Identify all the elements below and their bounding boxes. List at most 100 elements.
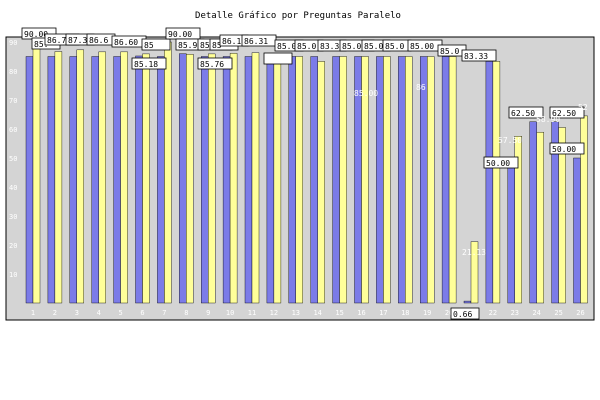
- x-tick-label: 15: [335, 309, 343, 317]
- bar: [266, 56, 275, 304]
- bar: [288, 56, 296, 304]
- x-tick-label: 17: [379, 309, 387, 317]
- value-label: 86: [416, 83, 426, 92]
- x-tick-label: 23: [511, 309, 519, 317]
- bar: [405, 56, 413, 304]
- bar: [273, 56, 282, 304]
- bar: [32, 41, 41, 304]
- data-label: 85.: [34, 40, 48, 49]
- x-tick-label: 18: [401, 309, 409, 317]
- x-tick-label: 20: [445, 309, 453, 317]
- x-tick-label: 25: [554, 309, 562, 317]
- bar: [383, 56, 391, 304]
- bar: [295, 56, 303, 304]
- x-tick-label: 14: [313, 309, 321, 317]
- data-label: 85.0: [297, 42, 316, 51]
- bar: [200, 56, 209, 304]
- bar: [76, 49, 85, 304]
- data-label: 50.00: [486, 159, 510, 168]
- bar: [222, 56, 231, 304]
- data-label: 85.00: [410, 42, 434, 51]
- bar: [529, 121, 537, 304]
- data-label-box: [197, 57, 233, 70]
- data-label: 85.0: [277, 42, 296, 51]
- x-tick-label: 22: [489, 309, 497, 317]
- bar: [507, 157, 515, 304]
- bar: [448, 56, 457, 304]
- data-label: 85.0: [440, 47, 459, 56]
- bar: [558, 127, 566, 304]
- bar: [164, 41, 172, 304]
- bar: [244, 56, 253, 304]
- bar: [25, 56, 34, 304]
- data-label: 62.50: [511, 109, 535, 118]
- y-tick-label: 90: [9, 39, 17, 47]
- data-label-box: [461, 49, 497, 62]
- data-label: 85: [212, 41, 222, 50]
- bar: [536, 131, 544, 304]
- y-tick-label: 70: [9, 97, 17, 105]
- x-tick-label: 13: [292, 309, 300, 317]
- chart-title: Detalle Gráfico por Preguntas Paralelo: [195, 11, 401, 21]
- bar: [142, 53, 150, 304]
- x-tick-label: 1: [31, 309, 35, 317]
- data-label: 85: [144, 41, 154, 50]
- bar-series: [25, 41, 588, 304]
- bar: [361, 56, 369, 304]
- bar: [420, 56, 428, 304]
- data-label: 87.3: [68, 36, 87, 45]
- x-tick-label: 11: [248, 309, 256, 317]
- data-label: 85.18: [134, 60, 158, 69]
- bar: [207, 53, 216, 304]
- y-axis: 10 20 30 40 50 60 70 80 90: [9, 39, 17, 279]
- x-tick-label: 10: [226, 309, 234, 317]
- bar: [135, 55, 143, 304]
- bar: [310, 56, 318, 304]
- x-tick-label: 3: [75, 309, 79, 317]
- bar: [179, 53, 187, 304]
- x-tick-label: 26: [576, 309, 584, 317]
- data-label: 85.9: [178, 41, 197, 50]
- bar: [54, 51, 63, 304]
- data-label-box: [549, 142, 585, 155]
- bar: [120, 51, 128, 304]
- data-label-box: [483, 156, 519, 169]
- x-tick-label: 24: [532, 309, 540, 317]
- data-label: 90.00: [24, 30, 48, 39]
- data-label-box: [141, 38, 171, 51]
- bar: [47, 56, 56, 304]
- value-label: 52: [578, 103, 588, 112]
- bar: [398, 56, 406, 304]
- data-label: 83.33: [464, 52, 488, 61]
- bar: [427, 56, 435, 304]
- data-label: 85.0: [364, 42, 383, 51]
- data-label: 0.66: [453, 310, 472, 319]
- bar: [69, 56, 78, 304]
- y-tick-label: 80: [9, 68, 17, 76]
- bar: [98, 51, 106, 304]
- bar: [339, 56, 347, 304]
- x-tick-label: 19: [423, 309, 431, 317]
- bar: [573, 157, 581, 304]
- x-tick-label: 9: [206, 309, 210, 317]
- data-label: 90.00: [168, 30, 192, 39]
- data-label: 85.0: [385, 42, 404, 51]
- y-tick-label: 50: [9, 155, 17, 163]
- data-label-box: [508, 106, 544, 119]
- x-tick-label: 8: [184, 309, 188, 317]
- data-label-box: [450, 307, 480, 320]
- bar: [186, 54, 194, 304]
- bar: [317, 61, 325, 304]
- bar: [514, 136, 522, 304]
- data-label: 50.00: [552, 145, 576, 154]
- value-label: 57.50: [498, 136, 522, 145]
- x-tick-label: 5: [118, 309, 122, 317]
- value-label: 85.00: [354, 89, 378, 98]
- x-tick-label: 16: [357, 309, 365, 317]
- y-tick-label: 20: [9, 242, 17, 250]
- value-label: 58.90: [536, 115, 560, 124]
- data-label: 86.31: [244, 37, 268, 46]
- data-label: 85.00: [342, 42, 366, 51]
